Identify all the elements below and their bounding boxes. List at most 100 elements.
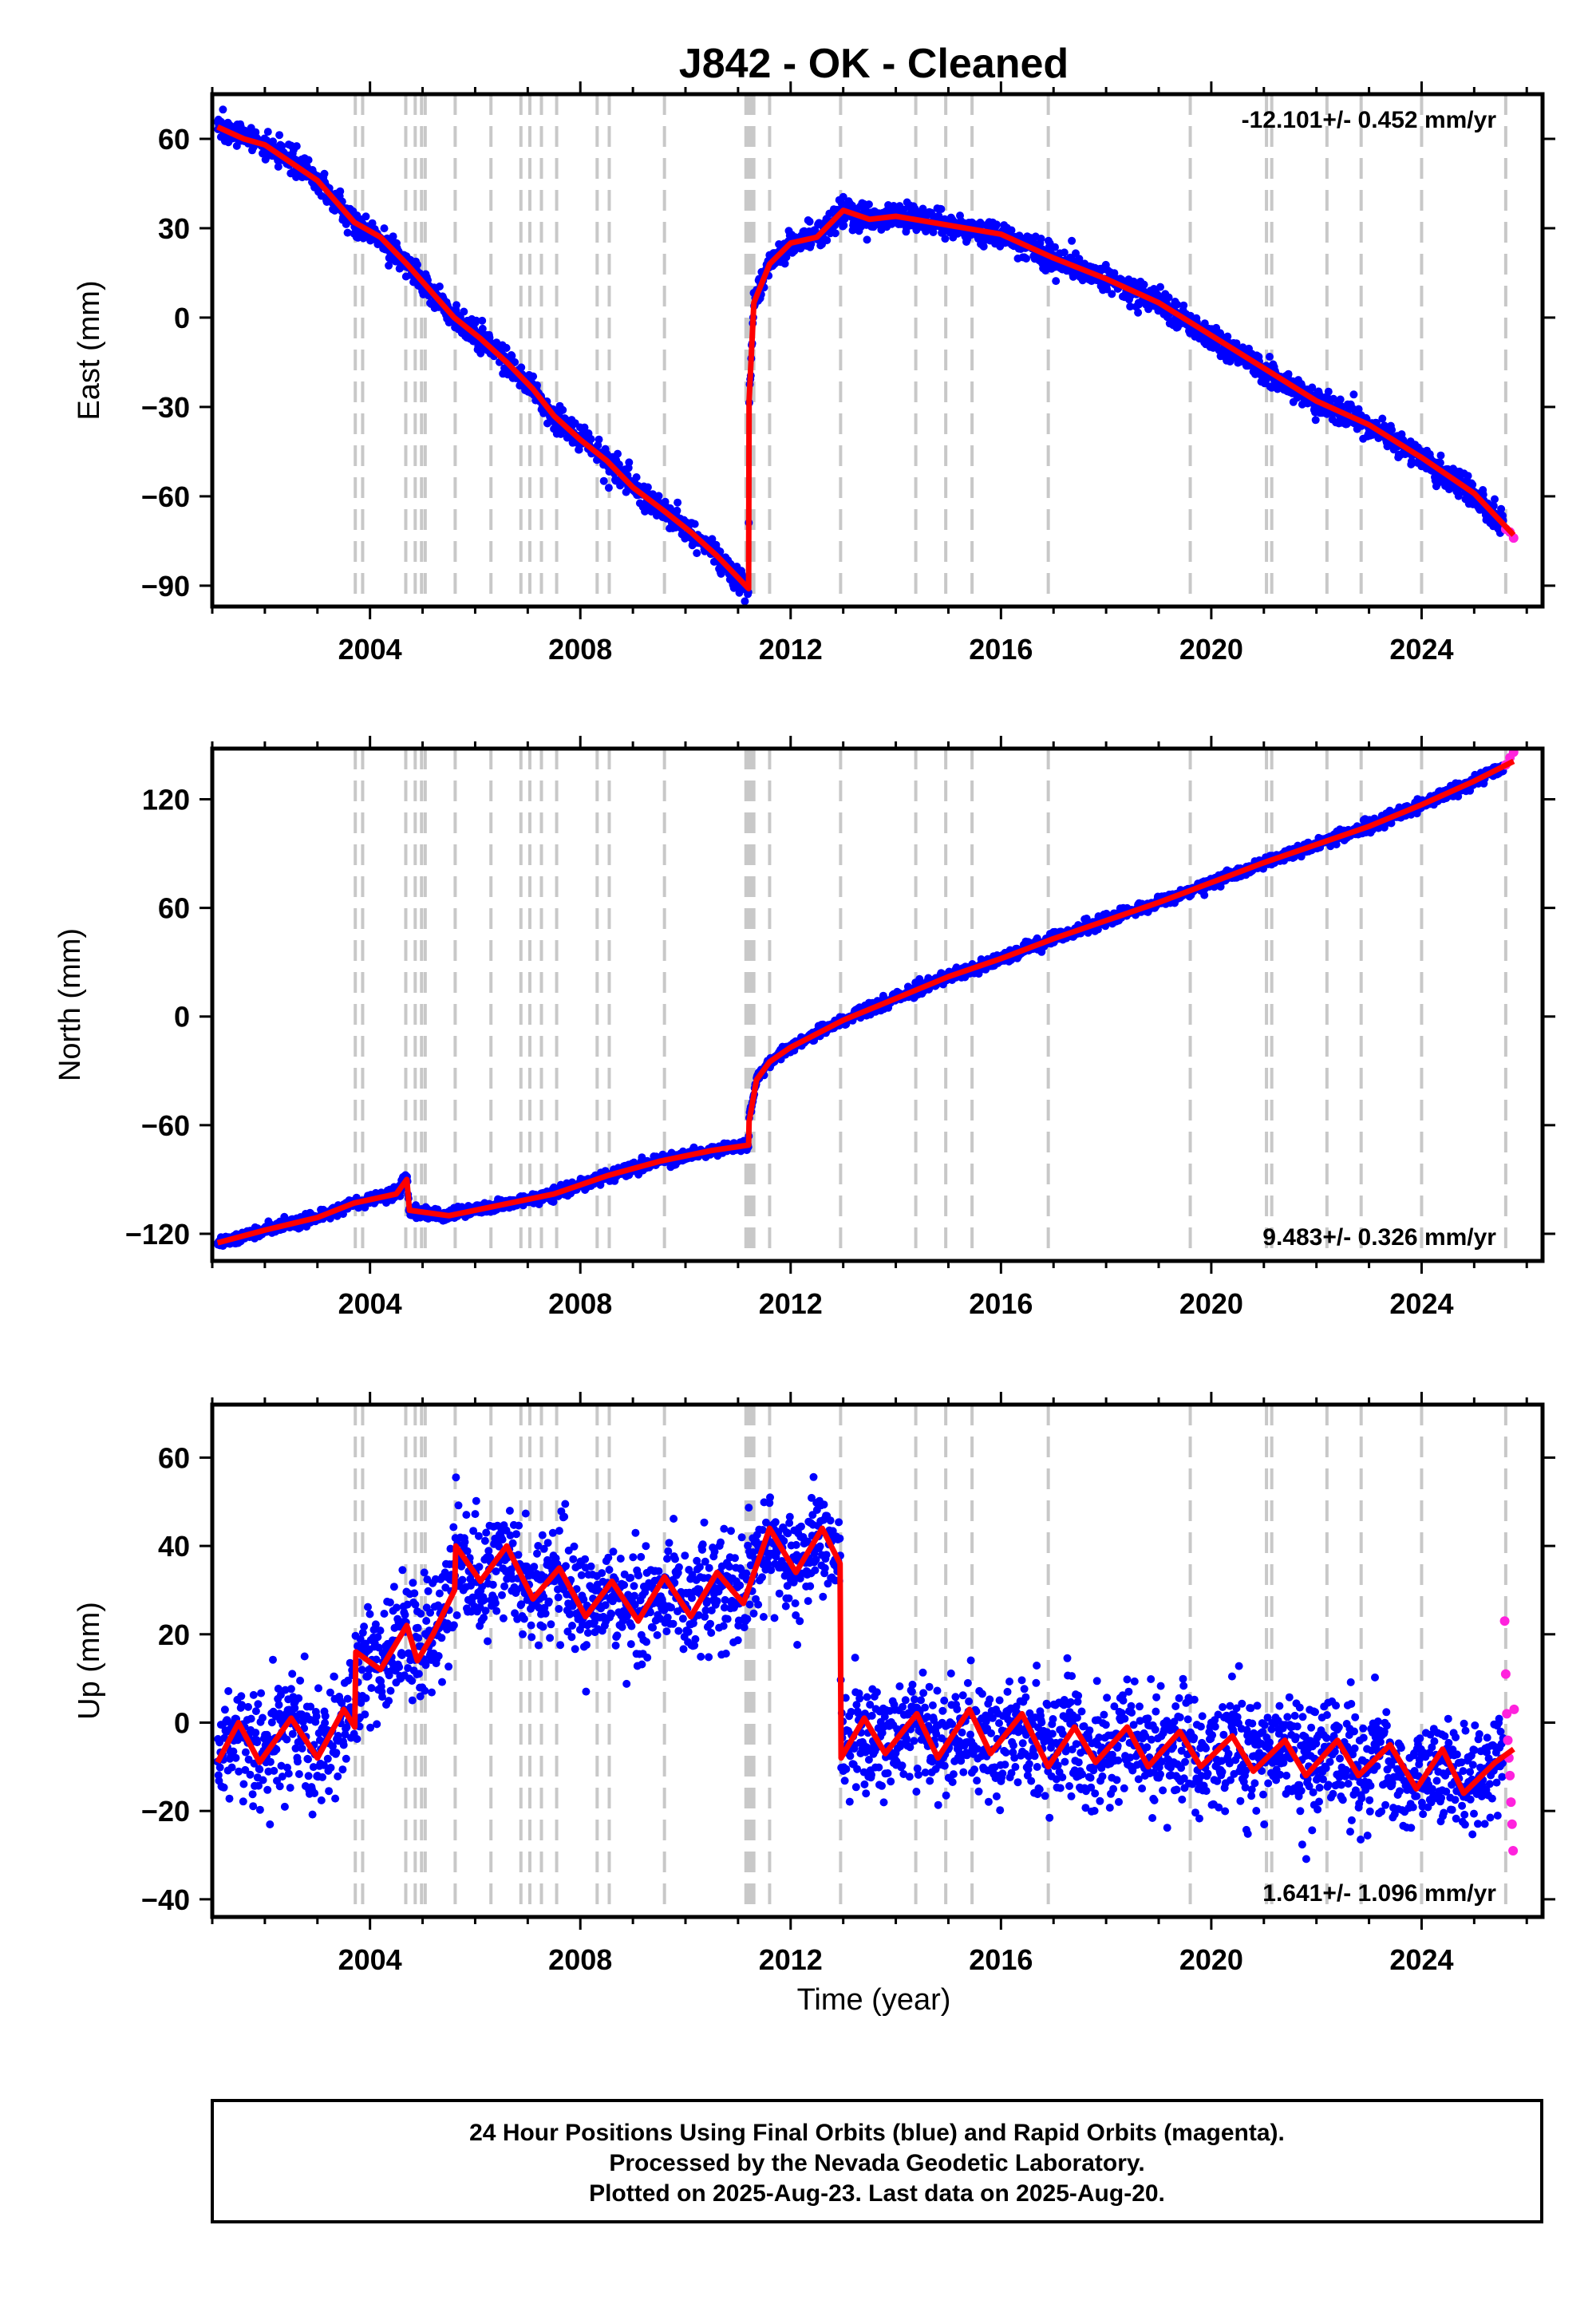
data-point (559, 405, 567, 414)
data-point (992, 220, 1001, 229)
data-point (673, 506, 681, 515)
data-point (476, 349, 485, 358)
data-point (508, 351, 516, 360)
x-tick-label: 2012 (759, 633, 823, 666)
data-point (1022, 255, 1030, 263)
data-point (219, 105, 227, 114)
data-point (502, 344, 511, 352)
data-point (274, 162, 282, 171)
data-point (380, 224, 389, 233)
data-point (304, 156, 313, 164)
data-point (839, 221, 848, 230)
data-point (1108, 290, 1116, 298)
data-point (1103, 285, 1112, 294)
x-tick-label: 2020 (1179, 633, 1243, 666)
x-tick-label: 2008 (548, 633, 612, 666)
data-point (690, 520, 699, 528)
east-y-axis-label: East (mm) (73, 280, 106, 420)
data-point (1075, 255, 1084, 263)
data-point (1311, 416, 1320, 425)
data-point (1489, 501, 1498, 510)
data-point (693, 549, 701, 558)
data-point (632, 473, 641, 481)
data-point (1156, 283, 1164, 291)
data-point (575, 445, 583, 454)
data-point (1164, 293, 1173, 302)
y-tick-label: −30 (141, 391, 190, 424)
y-tick-label: 60 (158, 123, 190, 156)
data-point (595, 435, 603, 444)
data-point (741, 597, 749, 606)
data-point (1140, 280, 1148, 289)
data-point (1436, 458, 1444, 467)
data-point (674, 498, 682, 507)
x-tick-label: 2004 (338, 633, 402, 666)
panel-east: 2004 2008 2012 2016 2020 202460300−30−60−90Ea… (73, 81, 1555, 666)
data-point (1179, 301, 1188, 310)
data-point (478, 324, 487, 333)
data-point (292, 142, 301, 151)
data-point (1354, 405, 1363, 413)
data-point (708, 535, 717, 543)
data-point (1491, 495, 1499, 504)
data-point (452, 301, 460, 310)
data-point (320, 169, 329, 178)
data-point (599, 476, 608, 485)
data-point (413, 260, 421, 269)
y-tick-label: 30 (158, 212, 190, 245)
data-point (805, 217, 814, 226)
data-point (625, 458, 634, 467)
data-point (278, 142, 286, 150)
east-frame (210, 92, 1545, 609)
figure-title: J842 - OK - Cleaned (679, 41, 1069, 87)
data-point (604, 484, 613, 492)
data-point (1324, 387, 1333, 396)
data-point (517, 363, 526, 372)
east-model-line (216, 124, 1516, 592)
data-point (263, 128, 272, 136)
y-tick-label: −60 (141, 480, 190, 513)
data-point (1266, 353, 1274, 361)
data-point (1349, 390, 1358, 399)
data-point (1052, 277, 1061, 286)
east-plot-area (212, 94, 1543, 607)
data-point (643, 483, 652, 492)
data-point (831, 229, 839, 238)
data-point (1223, 332, 1232, 341)
data-point (780, 259, 789, 268)
data-point (807, 239, 816, 248)
east-rate-label: -12.101+/- 0.452 mm/yr (1242, 107, 1497, 133)
data-point (1037, 235, 1045, 243)
data-point (1479, 490, 1487, 499)
data-point (343, 228, 352, 237)
data-point (929, 228, 938, 236)
data-point (839, 192, 847, 201)
data-point (1464, 472, 1472, 480)
data-point (864, 200, 873, 209)
data-point (435, 283, 444, 290)
data-point (529, 372, 538, 381)
data-point (472, 316, 480, 325)
data-point (1173, 300, 1182, 309)
data-point (614, 449, 622, 458)
data-point (1232, 339, 1241, 348)
data-point (1060, 248, 1069, 257)
x-tick-label: 2024 (1389, 633, 1453, 666)
data-point (823, 236, 832, 245)
data-point (1388, 425, 1396, 434)
data-point (1051, 243, 1059, 251)
x-tick-label: 2016 (969, 633, 1033, 666)
data-point (937, 205, 946, 213)
data-point (1336, 395, 1345, 404)
data-point (336, 187, 345, 196)
data-point (1134, 308, 1143, 317)
data-point (1468, 480, 1477, 489)
data-point (1284, 370, 1293, 378)
data-point (1383, 442, 1392, 451)
data-point (1329, 394, 1337, 403)
data-point (1068, 236, 1077, 245)
data-point (275, 131, 284, 140)
data-point (587, 435, 595, 444)
data-point (979, 242, 988, 251)
